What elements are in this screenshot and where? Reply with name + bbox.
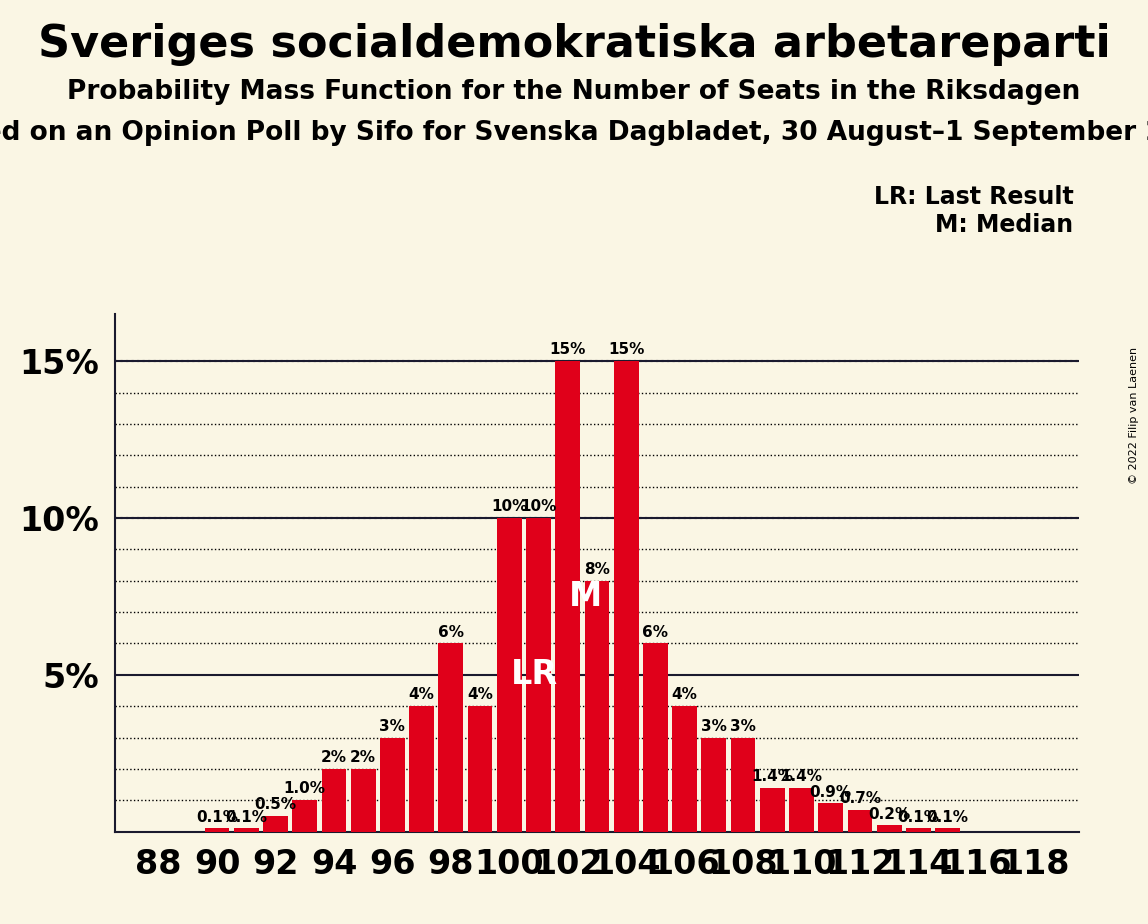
Text: 15%: 15% — [550, 343, 585, 358]
Bar — [730, 737, 755, 832]
Text: LR: LR — [511, 658, 558, 691]
Text: 0.1%: 0.1% — [196, 809, 238, 825]
Text: © 2022 Filip van Laenen: © 2022 Filip van Laenen — [1128, 347, 1139, 484]
Text: 0.5%: 0.5% — [255, 797, 296, 812]
Bar — [643, 643, 668, 832]
Text: 1.4%: 1.4% — [781, 769, 822, 784]
Bar — [906, 829, 931, 832]
Text: 4%: 4% — [409, 687, 435, 702]
Bar — [497, 518, 521, 832]
Text: 4%: 4% — [672, 687, 698, 702]
Bar — [673, 706, 697, 832]
Bar — [847, 809, 872, 832]
Bar — [614, 361, 638, 832]
Bar — [351, 769, 375, 832]
Bar — [263, 816, 288, 832]
Text: 0.2%: 0.2% — [868, 807, 910, 821]
Bar — [789, 787, 814, 832]
Text: 10%: 10% — [520, 499, 557, 515]
Text: 0.1%: 0.1% — [225, 809, 267, 825]
Text: 15%: 15% — [608, 343, 644, 358]
Bar — [204, 829, 230, 832]
Text: 3%: 3% — [380, 719, 405, 734]
Bar — [409, 706, 434, 832]
Text: M: M — [569, 580, 603, 613]
Bar — [556, 361, 580, 832]
Bar — [819, 803, 843, 832]
Text: 4%: 4% — [467, 687, 492, 702]
Text: 2%: 2% — [321, 750, 347, 765]
Bar — [234, 829, 258, 832]
Text: 0.7%: 0.7% — [839, 791, 881, 806]
Bar — [467, 706, 492, 832]
Bar — [877, 825, 901, 832]
Bar — [936, 829, 960, 832]
Bar — [584, 580, 610, 832]
Text: 0.1%: 0.1% — [898, 809, 939, 825]
Text: Sveriges socialdemokratiska arbetareparti: Sveriges socialdemokratiska arbetarepart… — [38, 23, 1110, 67]
Bar — [526, 518, 551, 832]
Bar — [439, 643, 464, 832]
Text: 10%: 10% — [491, 499, 527, 515]
Text: 8%: 8% — [584, 562, 610, 577]
Text: Probability Mass Function for the Number of Seats in the Riksdagen: Probability Mass Function for the Number… — [68, 79, 1080, 104]
Text: 1.4%: 1.4% — [751, 769, 793, 784]
Bar — [760, 787, 785, 832]
Text: M: Median: M: Median — [936, 213, 1073, 237]
Bar — [380, 737, 405, 832]
Text: 6%: 6% — [643, 625, 668, 639]
Bar — [321, 769, 347, 832]
Text: 2%: 2% — [350, 750, 377, 765]
Text: 6%: 6% — [437, 625, 464, 639]
Text: 1.0%: 1.0% — [284, 782, 326, 796]
Text: Based on an Opinion Poll by Sifo for Svenska Dagbladet, 30 August–1 September 20: Based on an Opinion Poll by Sifo for Sve… — [0, 120, 1148, 146]
Bar — [293, 800, 317, 832]
Text: LR: Last Result: LR: Last Result — [874, 185, 1073, 209]
Text: 0.1%: 0.1% — [926, 809, 969, 825]
Text: 3%: 3% — [730, 719, 757, 734]
Bar — [701, 737, 727, 832]
Text: 3%: 3% — [701, 719, 727, 734]
Text: 0.9%: 0.9% — [809, 784, 852, 799]
